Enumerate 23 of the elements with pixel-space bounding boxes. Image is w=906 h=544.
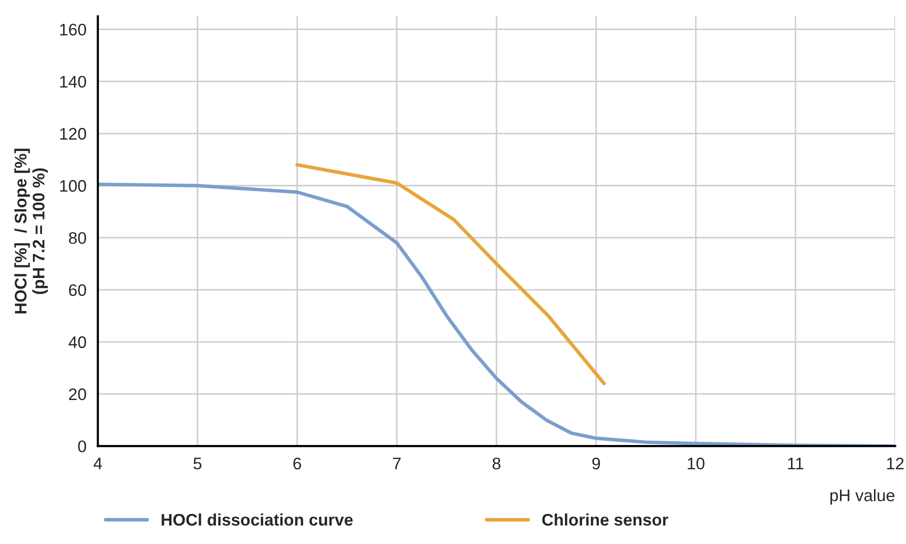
legend-label: Chlorine sensor: [542, 513, 668, 526]
y-tick-label: 80: [68, 232, 86, 244]
line-series: [295, 163, 606, 386]
y-tick-label: 20: [69, 388, 86, 400]
y-tick-label: 60: [69, 284, 86, 296]
x-tick-label: 9: [592, 458, 600, 470]
y-axis-title: HOCl [%] / Slope [%] (pH 7.2 = 100 %): [14, 148, 48, 314]
x-tick-label: 10: [688, 458, 704, 470]
x-axis-title: pH value: [830, 489, 894, 505]
x-tick-label: 8: [492, 458, 500, 470]
x-tick-label: 11: [788, 458, 804, 470]
y-tick-label: 140: [60, 76, 86, 88]
x-tick-label: 7: [393, 458, 401, 470]
y-tick-label: 100: [60, 180, 86, 192]
x-tick-label: 5: [194, 458, 202, 470]
x-tick-label: 12: [887, 458, 904, 470]
y-tick-label: 40: [68, 336, 86, 348]
y-tick-label: 120: [60, 128, 86, 140]
x-tick-label: 6: [293, 458, 302, 470]
legend-label: HOCl dissociation curve: [162, 513, 353, 526]
y-tick-label: 0: [78, 440, 86, 452]
y-tick-label: 160: [60, 24, 86, 36]
x-tick-label: 4: [94, 458, 102, 470]
